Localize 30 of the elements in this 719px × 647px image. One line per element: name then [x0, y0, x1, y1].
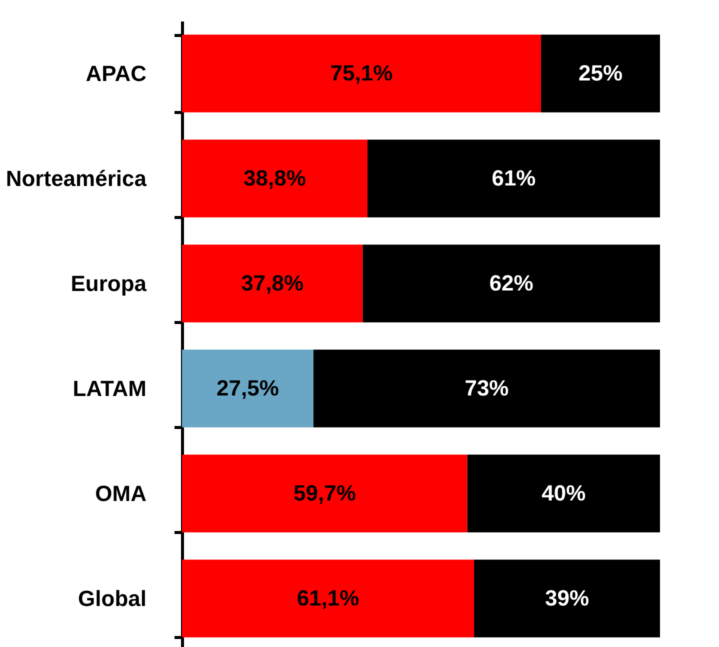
- y-tick-label: Norteamérica: [6, 166, 148, 191]
- data-label: 62%: [489, 270, 534, 296]
- data-label: 59,7%: [293, 480, 356, 506]
- bar: [182, 560, 474, 638]
- y-tick-label: OMA: [95, 481, 147, 506]
- bar: [474, 560, 660, 638]
- bar: [182, 140, 368, 218]
- data-label: 61%: [492, 166, 536, 190]
- bar: [313, 350, 660, 428]
- data-label: 61,1%: [296, 586, 360, 610]
- data-label: 38,8%: [244, 166, 306, 190]
- bar: [467, 454, 660, 532]
- y-tick-label: Global: [78, 586, 146, 611]
- data-label: 27,5%: [216, 376, 279, 400]
- data-label: 25%: [578, 60, 623, 86]
- data-label: 75,1%: [330, 60, 393, 86]
- bar: [540, 34, 660, 112]
- data-label: 37,8%: [241, 270, 304, 296]
- y-tick-label: APAC: [86, 61, 147, 86]
- bar: [367, 140, 660, 218]
- y-tick-label: LATAM: [72, 376, 146, 401]
- data-label: 40%: [542, 480, 586, 506]
- bar: [182, 244, 363, 322]
- bar: [182, 454, 468, 532]
- bar: [182, 34, 541, 112]
- bar: [362, 244, 660, 322]
- data-label: 39%: [545, 586, 590, 610]
- data-label: 73%: [464, 376, 509, 400]
- bar: [182, 350, 314, 428]
- y-tick-label: Europa: [70, 271, 148, 296]
